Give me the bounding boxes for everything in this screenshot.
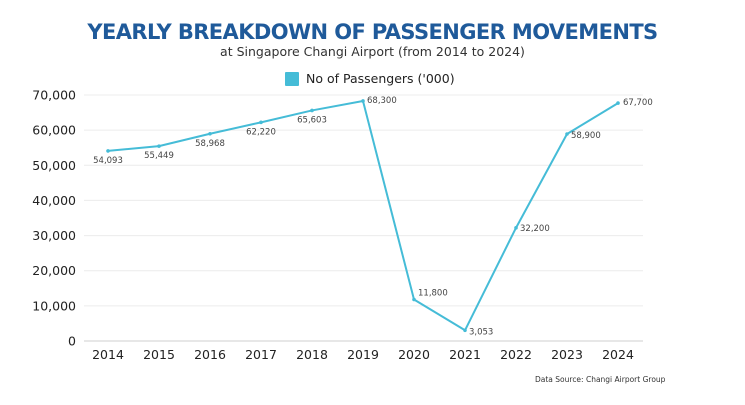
x-tick-label: 2023 bbox=[551, 347, 583, 362]
y-tick-label: 30,000 bbox=[32, 228, 76, 243]
data-label: 54,093 bbox=[93, 156, 123, 166]
chart-title: YEARLY BREAKDOWN OF PASSENGER MOVEMENTS bbox=[87, 20, 658, 44]
x-tick-label: 2015 bbox=[143, 347, 175, 362]
data-point bbox=[208, 131, 212, 136]
x-tick-label: 2017 bbox=[245, 347, 277, 362]
series-line-path bbox=[107, 99, 619, 332]
y-tick-label: 0 bbox=[68, 334, 76, 349]
data-label: 58,968 bbox=[195, 139, 225, 149]
y-tick-label: 20,000 bbox=[32, 263, 76, 278]
data-label: 62,220 bbox=[246, 127, 276, 137]
data-point bbox=[310, 108, 314, 113]
data-label: 3,053 bbox=[469, 327, 493, 337]
chart-subtitle: at Singapore Changi Airport (from 2014 t… bbox=[220, 44, 525, 59]
x-axis-ticks: 2014 2015 2016 2017 2018 2019 2020 2021 2022 2023… bbox=[92, 347, 634, 362]
data-label: 11,800 bbox=[418, 289, 448, 299]
data-point bbox=[259, 120, 263, 125]
data-point bbox=[412, 297, 416, 302]
data-label: 32,200 bbox=[520, 224, 550, 234]
data-source-note: Data Source: Changi Airport Group bbox=[535, 375, 666, 384]
x-tick-label: 2024 bbox=[602, 347, 634, 362]
x-tick-label: 2019 bbox=[347, 347, 379, 362]
data-label: 65,603 bbox=[297, 115, 327, 125]
gridlines bbox=[84, 94, 643, 342]
y-axis-ticks: 0 10,000 20,000 30,000 40,000 50,000 60,000 70,… bbox=[32, 88, 76, 349]
data-point bbox=[463, 328, 467, 333]
data-label: 68,300 bbox=[367, 96, 397, 106]
series-line bbox=[106, 99, 620, 333]
data-point bbox=[514, 226, 518, 230]
x-tick-label: 2018 bbox=[296, 347, 328, 362]
legend-swatch bbox=[285, 71, 299, 86]
x-tick-label: 2021 bbox=[449, 347, 481, 362]
y-tick-label: 60,000 bbox=[32, 123, 76, 138]
x-tick-label: 2014 bbox=[92, 347, 124, 362]
data-label: 67,700 bbox=[623, 98, 653, 108]
data-point bbox=[106, 149, 110, 153]
data-point bbox=[361, 99, 365, 103]
y-tick-label: 40,000 bbox=[32, 193, 76, 208]
x-tick-label: 2016 bbox=[194, 347, 226, 362]
y-tick-label: 10,000 bbox=[32, 298, 76, 313]
y-tick-label: 70,000 bbox=[32, 88, 76, 103]
legend: No of Passengers ('000) bbox=[285, 71, 455, 86]
data-point bbox=[565, 132, 569, 136]
data-label: 58,900 bbox=[571, 131, 601, 141]
y-tick-label: 50,000 bbox=[32, 158, 76, 173]
data-labels: 54,093 55,449 58,968 62,220 65,603 68,300 11,8… bbox=[93, 96, 653, 337]
legend-label: No of Passengers ('000) bbox=[306, 71, 455, 86]
x-tick-label: 2020 bbox=[398, 347, 430, 362]
data-label: 55,449 bbox=[144, 151, 174, 161]
data-point bbox=[616, 101, 620, 105]
data-point bbox=[157, 144, 161, 148]
x-tick-label: 2022 bbox=[500, 347, 532, 362]
